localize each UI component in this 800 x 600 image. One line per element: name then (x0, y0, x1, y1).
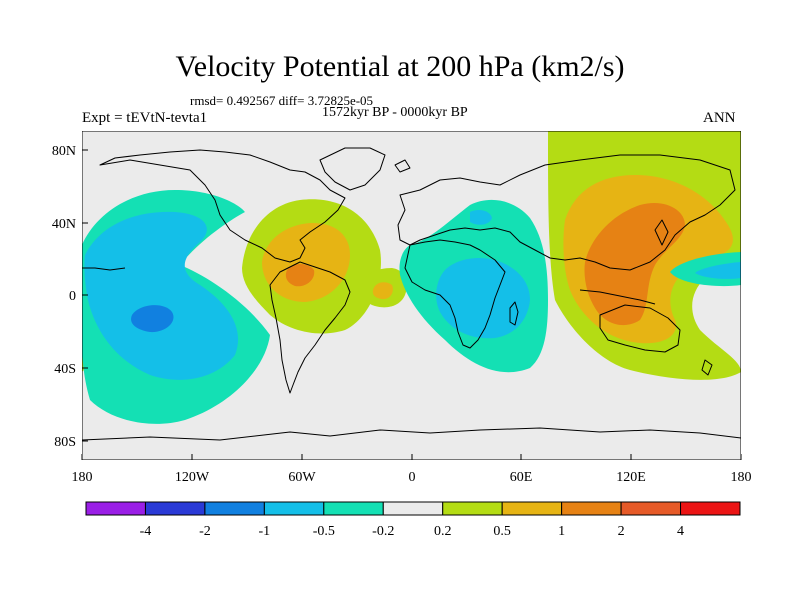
axis-ticks (81, 149, 742, 460)
colorbar-box (85, 501, 146, 516)
colorbar-box (561, 501, 622, 516)
lon-label-180e: 180 (731, 470, 752, 485)
africa-negative-anomaly (399, 199, 548, 373)
colorbar-label: 1 (558, 524, 565, 539)
latitude-labels: 80N 40N 0 40S 80S (52, 144, 76, 450)
colorbar-label: 4 (677, 524, 684, 539)
colorbar-box (204, 501, 265, 516)
east-pacific-negative-anomaly (670, 252, 741, 287)
colorbar-labels: -4 -2 -1 -0.5 -0.2 0.2 0.5 1 2 4 (140, 524, 684, 539)
lat-label-40n: 40N (52, 217, 76, 232)
coastlines (82, 147, 741, 441)
season-label: ANN (703, 110, 736, 126)
lon-label-120e: 120E (616, 470, 646, 485)
colorbar-label: 2 (618, 524, 625, 539)
colorbar (85, 501, 741, 516)
colorbar-label: 0.2 (434, 524, 452, 539)
colorbar-box (442, 501, 503, 516)
colorbar-label: -4 (140, 524, 152, 539)
colorbar-label: -0.5 (313, 524, 335, 539)
lon-label-60w: 60W (288, 470, 316, 485)
colorbar-box (501, 501, 563, 516)
period-label: 1572kyr BP - 0000kyr BP (322, 105, 468, 120)
colorbar-label: -0.2 (372, 524, 394, 539)
lon-label-0: 0 (409, 470, 416, 485)
colorbar-box (323, 501, 384, 516)
lat-label-40s: 40S (54, 362, 76, 377)
colorbar-box (144, 501, 206, 516)
map-title: Velocity Potential at 200 hPa (km2/s) (175, 50, 625, 83)
colorbar-label: -2 (199, 524, 211, 539)
lon-label-120w: 120W (175, 470, 210, 485)
map-plot-area (82, 131, 741, 460)
lat-label-80s: 80S (54, 435, 76, 450)
lat-label-0: 0 (69, 289, 76, 304)
atlantic-positive-anomaly (242, 199, 407, 334)
lon-label-60e: 60E (510, 470, 533, 485)
colorbar-box (263, 501, 325, 516)
lat-label-80n: 80N (52, 144, 76, 159)
lon-label-180w: 180 (72, 470, 93, 485)
experiment-label: Expt = tEVtN-tevta1 (82, 110, 208, 126)
colorbar-label: -1 (259, 524, 271, 539)
asia-positive-anomaly (548, 131, 741, 380)
colorbar-box (620, 501, 682, 516)
colorbar-box (382, 501, 444, 516)
colorbar-box (680, 501, 741, 516)
stats-label: rmsd= 0.492567 diff= 3.72825e-05 (190, 93, 374, 108)
longitude-labels: 180 120W 60W 0 60E 120E 180 (72, 470, 752, 485)
pacific-negative-anomaly (82, 190, 270, 424)
colorbar-label: 0.5 (493, 524, 511, 539)
